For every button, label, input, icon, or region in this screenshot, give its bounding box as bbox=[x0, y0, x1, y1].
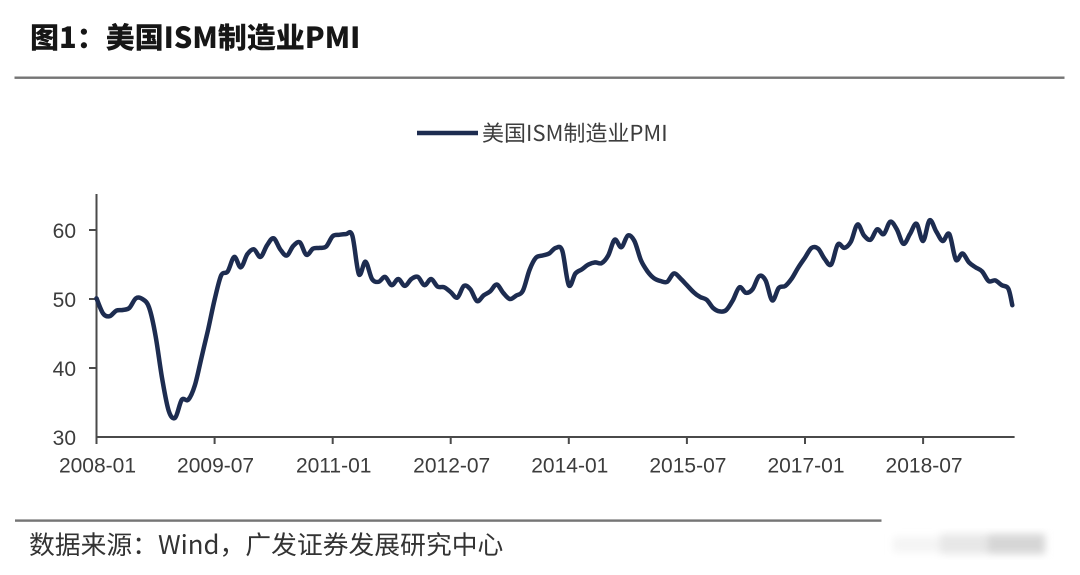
svg-text:60: 60 bbox=[53, 220, 76, 243]
svg-text:2015-07: 2015-07 bbox=[649, 455, 726, 478]
svg-text:2012-07: 2012-07 bbox=[413, 455, 490, 478]
svg-text:2009-07: 2009-07 bbox=[177, 455, 254, 478]
svg-text:2018-07: 2018-07 bbox=[886, 455, 963, 478]
svg-text:50: 50 bbox=[53, 289, 76, 312]
svg-text:2017-01: 2017-01 bbox=[767, 455, 844, 478]
svg-text:30: 30 bbox=[53, 427, 76, 450]
svg-text:40: 40 bbox=[53, 358, 76, 381]
svg-text:2011-01: 2011-01 bbox=[296, 455, 372, 478]
svg-text:2014-01: 2014-01 bbox=[531, 455, 608, 478]
svg-text:2008-01: 2008-01 bbox=[59, 455, 136, 478]
